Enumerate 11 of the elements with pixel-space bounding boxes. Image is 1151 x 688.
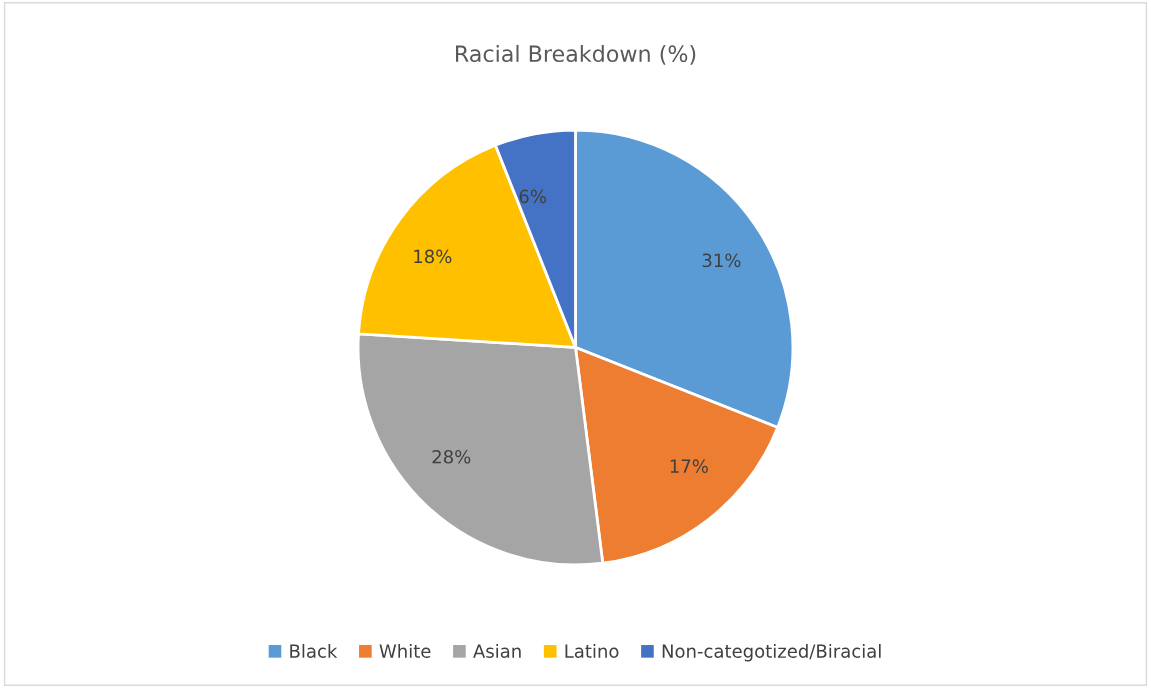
legend-label: Black [290,643,338,658]
legend-label: White [379,643,431,658]
data-label: 6% [519,189,546,204]
chart-title: Racial Breakdown (%) [456,44,696,65]
legend-label: Non-categotized/Biracial [662,643,881,662]
legend-label: Asian [473,643,521,658]
data-label: 31% [702,253,741,268]
data-label: 18% [414,249,452,264]
legend-label: Latino [565,643,619,658]
data-label: 28% [432,449,471,464]
data-label: 17% [670,459,708,473]
